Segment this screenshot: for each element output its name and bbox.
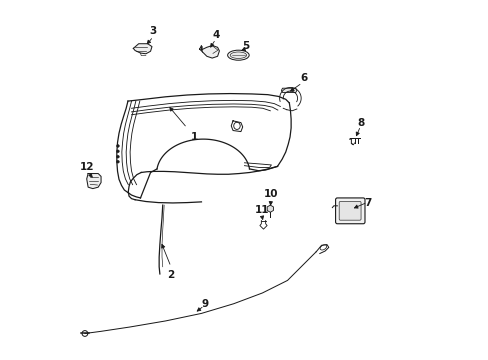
Circle shape xyxy=(116,160,119,163)
Text: 3: 3 xyxy=(149,26,156,36)
Polygon shape xyxy=(281,88,296,93)
Polygon shape xyxy=(133,44,152,54)
Polygon shape xyxy=(199,45,219,58)
Ellipse shape xyxy=(230,52,246,58)
Circle shape xyxy=(116,155,119,158)
Text: 6: 6 xyxy=(300,73,306,83)
Text: 12: 12 xyxy=(80,162,95,172)
Circle shape xyxy=(116,150,119,153)
Polygon shape xyxy=(86,174,101,189)
Text: 10: 10 xyxy=(264,189,278,199)
Text: 8: 8 xyxy=(357,118,364,128)
Ellipse shape xyxy=(227,50,249,60)
Text: 11: 11 xyxy=(254,206,268,216)
Text: 5: 5 xyxy=(242,41,249,50)
Text: 2: 2 xyxy=(167,270,174,280)
FancyBboxPatch shape xyxy=(339,202,360,220)
Circle shape xyxy=(82,330,88,336)
Text: 7: 7 xyxy=(364,198,371,208)
Text: 9: 9 xyxy=(201,299,208,309)
Text: 4: 4 xyxy=(212,30,219,40)
Text: 1: 1 xyxy=(190,132,198,142)
FancyBboxPatch shape xyxy=(335,198,364,224)
Circle shape xyxy=(116,144,119,147)
